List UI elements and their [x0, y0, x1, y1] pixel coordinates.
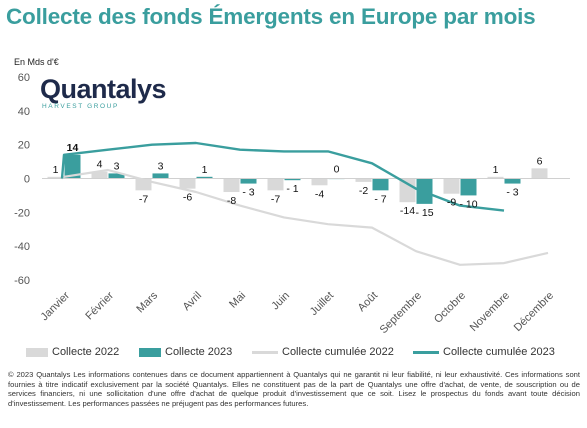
- data-label-collecte-2023: - 7: [374, 193, 386, 205]
- y-tick-label: -20: [14, 207, 30, 219]
- x-tick-label: Mai: [227, 290, 248, 311]
- data-label-collecte-2022: -7: [139, 193, 148, 205]
- legend-swatch: [26, 347, 48, 357]
- bar-collecte-2022: [443, 178, 460, 194]
- x-tick-label: Février: [83, 289, 116, 322]
- y-tick-label: -40: [14, 241, 30, 253]
- bar-collecte-2022: [179, 178, 196, 189]
- legend-item-cumulee-2022: Collecte cumulée 2022: [252, 346, 394, 358]
- legend-swatch: [413, 350, 439, 354]
- y-tick-label: 20: [18, 140, 30, 152]
- x-tick-label: Août: [356, 290, 380, 314]
- bar-collecte-2023: [460, 178, 477, 196]
- data-label-collecte-2022: -9: [447, 197, 456, 209]
- legend-swatch: [252, 350, 278, 354]
- data-label-collecte-2022: -2: [359, 185, 368, 197]
- data-label-collecte-2023: 3: [114, 160, 120, 172]
- x-tick-label: Octobre: [432, 290, 468, 326]
- bar-collecte-2023: [196, 176, 213, 179]
- x-tick-label: Juillet: [308, 290, 336, 318]
- chart-title: Collecte des fonds Émergents en Europe p…: [6, 4, 536, 29]
- y-tick-label: -60: [14, 275, 30, 287]
- line-cumulee-2022: [61, 168, 549, 266]
- y-tick-label: 60: [18, 72, 30, 84]
- data-label-collecte-2022: -8: [227, 195, 236, 207]
- bar-collecte-2023: [240, 178, 257, 184]
- data-label-collecte-2023: 1: [202, 164, 208, 176]
- bar-collecte-2023: [64, 154, 81, 179]
- data-label-collecte-2022: 1: [53, 164, 59, 176]
- bars-collecte-2023: [64, 154, 521, 204]
- cumulative-lines: [60, 141, 549, 266]
- x-tick-label: Janvier: [39, 289, 73, 323]
- data-label-collecte-2023: - 1: [286, 183, 298, 195]
- bar-collecte-2022: [267, 178, 284, 191]
- bar-collecte-2023: [152, 173, 169, 179]
- legend-swatch: [139, 347, 161, 357]
- bar-collecte-2022: [47, 176, 64, 179]
- data-label-collecte-2023: - 3: [506, 187, 518, 199]
- data-label-collecte-2023: - 3: [242, 187, 254, 199]
- x-tick-label: Novembre: [468, 290, 512, 334]
- bar-collecte-2023: [372, 178, 389, 191]
- data-label-collecte-2022: -4: [315, 188, 324, 200]
- legend-item-collecte-2023: Collecte 2023: [139, 346, 232, 358]
- logo-tagline: HARVEST GROUP: [42, 103, 119, 110]
- bar-collecte-2023: [108, 173, 125, 179]
- y-tick-label: 40: [18, 106, 30, 118]
- legend-label: Collecte 2023: [165, 346, 233, 358]
- logo-name: Quantalys: [40, 74, 167, 104]
- data-label-collecte-2022: -7: [271, 193, 280, 205]
- x-tick-label: Décembre: [512, 290, 556, 334]
- bar-collecte-2022: [531, 168, 548, 179]
- y-axis: 60 40 20 0 -20 -40 -60: [14, 72, 30, 287]
- bar-collecte-2022: [487, 176, 504, 179]
- bar-collecte-2022: [311, 178, 328, 186]
- bars-collecte-2022: [47, 168, 548, 203]
- bar-collecte-2022: [135, 178, 152, 191]
- line-cumulee-2023: [60, 141, 505, 212]
- data-label-collecte-2022: 4: [97, 159, 103, 171]
- unit-label: En Mds d'€: [14, 57, 59, 67]
- data-label-collecte-2023: 3: [158, 160, 164, 172]
- bar-collecte-2022: [223, 178, 240, 193]
- legend-label: Collecte 2022: [52, 346, 120, 358]
- bar-collecte-2023: [284, 178, 301, 181]
- x-axis: Janvier Février Mars Avril Mai Juin Juillet Aoû…: [39, 289, 557, 336]
- data-label-collecte-2022: -6: [183, 192, 192, 204]
- legend-label: Collecte cumulée 2023: [443, 346, 555, 358]
- data-label-collecte-2023: - 15: [415, 207, 433, 219]
- data-label-collecte-2022: 1: [493, 164, 499, 176]
- x-tick-label: Avril: [181, 290, 204, 313]
- data-label-collecte-2023: - 10: [459, 198, 477, 210]
- x-tick-label: Mars: [134, 289, 160, 315]
- bar-collecte-2022: [399, 178, 416, 203]
- legend-label: Collecte cumulée 2022: [282, 346, 394, 358]
- data-label-collecte-2022: 6: [537, 155, 543, 167]
- data-label-collecte-2022: -14: [400, 205, 415, 217]
- legend-item-collecte-2022: Collecte 2022: [26, 346, 119, 358]
- bar-collecte-2023: [504, 178, 521, 184]
- x-tick-label: Juin: [269, 290, 292, 313]
- x-tick-label: Septembre: [378, 290, 425, 337]
- data-label-collecte-2023: 0: [334, 164, 340, 176]
- legend-item-cumulee-2023: Collecte cumulée 2023: [413, 346, 555, 358]
- y-tick-label: 0: [24, 174, 30, 186]
- quantalys-logo: Quantalys HARVEST GROUP: [40, 74, 167, 111]
- data-label-collecte-2023: 14: [67, 142, 79, 154]
- bar-collecte-2022: [91, 171, 108, 179]
- disclaimer-text: © 2023 Quantalys Les informations conten…: [8, 370, 580, 408]
- bar-collecte-2022: [355, 178, 372, 182]
